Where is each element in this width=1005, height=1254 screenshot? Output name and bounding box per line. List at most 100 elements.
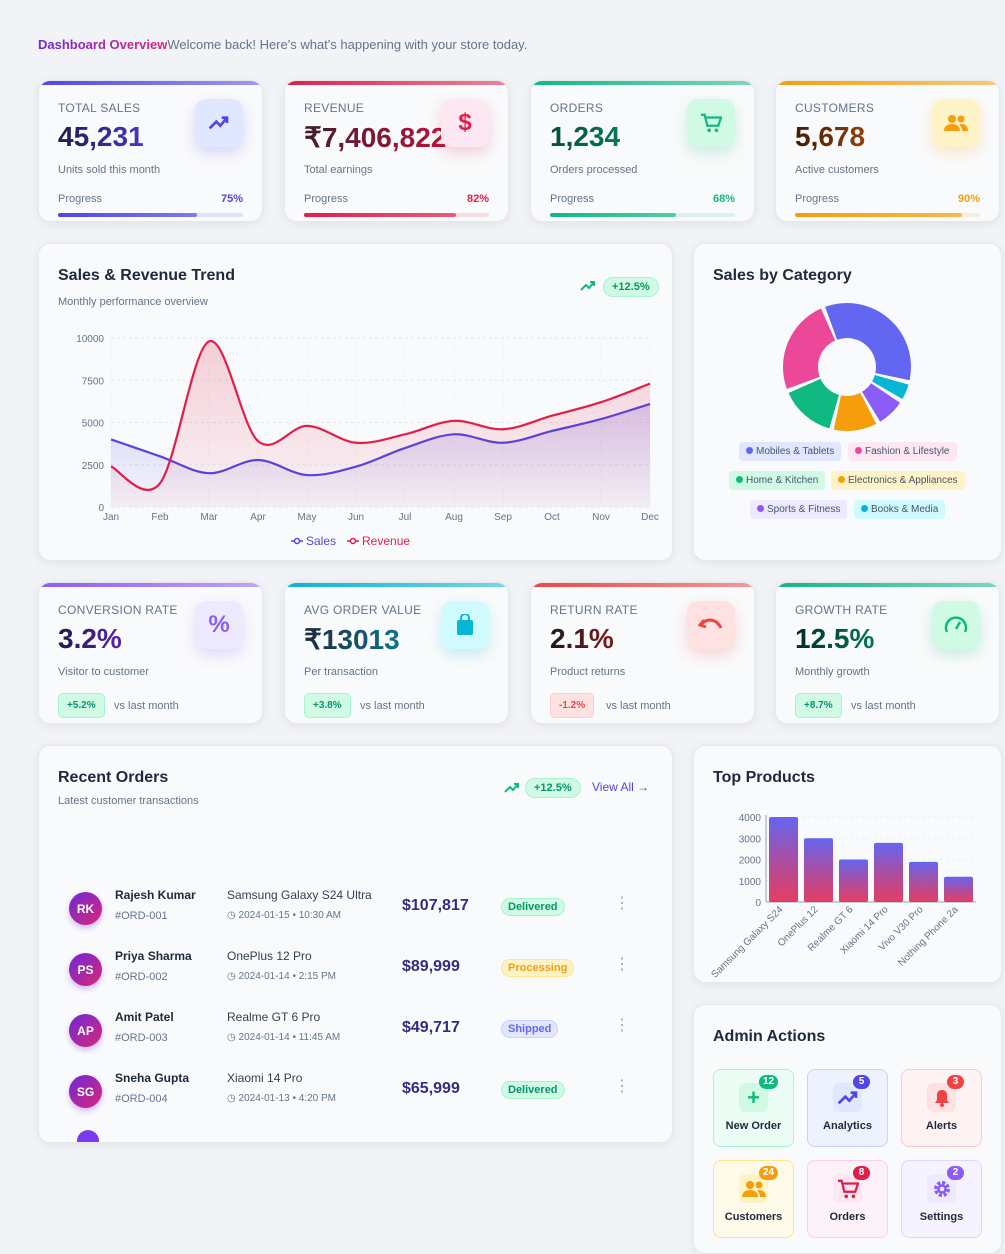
more-options-icon[interactable]: ⋮ <box>614 895 630 912</box>
trending-up-icon <box>504 783 519 793</box>
donut-slice-home-kitchen <box>788 378 840 429</box>
action-label: Settings <box>919 1211 964 1223</box>
bar <box>769 817 798 902</box>
bar <box>874 842 903 902</box>
top-products-card: Top Products 0 1000 2000 3000 4000 Samsung Ga… <box>693 745 1002 983</box>
clock-icon: ◷ <box>227 971 239 982</box>
notification-badge: 24 <box>759 1166 779 1180</box>
x-tick-label: Aug <box>445 512 463 523</box>
admin-action-settings[interactable]: 2 Settings <box>901 1160 982 1238</box>
status-badge: Delivered <box>501 1081 565 1099</box>
progress-label: Progress <box>795 193 840 205</box>
table-row[interactable]: RK Rajesh Kumar #ORD-001 Samsung Galaxy … <box>69 886 649 946</box>
y-tick-label: 5000 <box>82 419 105 430</box>
metric-card-avg-order-value: AVG ORDER VALUE ₹13013 Per transaction +… <box>284 582 509 724</box>
comparison-text: vs last month <box>360 700 425 712</box>
donut-slice-mobiles-tablets <box>825 303 911 381</box>
legend-item: Fashion & Lifestyle <box>848 442 957 461</box>
page-title: Dashboard Overview <box>38 37 168 52</box>
y-tick-label: 2500 <box>82 461 105 472</box>
donut-slice-fashion-lifestyle <box>783 308 836 389</box>
action-label: Alerts <box>925 1120 958 1132</box>
stat-card-total-sales: TOTAL SALES 45,231 Units sold this month… <box>38 80 263 222</box>
legend-label: Sports & Fitness <box>767 504 841 515</box>
bar <box>944 876 973 902</box>
metric-value: 2.1% <box>550 623 614 654</box>
admin-actions-card: Admin Actions + 12 New Order 5 Analytics… <box>693 1004 1002 1254</box>
admin-action-analytics[interactable]: 5 Analytics <box>807 1069 888 1147</box>
action-label: New Order <box>725 1120 782 1132</box>
notification-badge: 8 <box>853 1166 870 1180</box>
legend-label: Electronics & Appliances <box>848 475 958 486</box>
table-row[interactable]: SG Sneha Gupta #ORD-004 Xiaomi 14 Pro ◷ … <box>69 1069 649 1129</box>
progress-value: 75% <box>220 193 243 205</box>
metric-value: ₹13013 <box>304 624 400 655</box>
clock-icon: ◷ <box>227 910 239 921</box>
card-accent-bar <box>285 81 508 85</box>
more-options-icon[interactable]: ⋮ <box>614 956 630 973</box>
donut-slice-books-media <box>872 374 909 399</box>
order-amount: $65,999 <box>402 1080 460 1097</box>
view-all-link[interactable]: View All → <box>592 780 649 794</box>
y-tick-label: 4000 <box>739 813 762 824</box>
customer-name: Rajesh Kumar <box>115 888 196 902</box>
admin-action-customers[interactable]: 24 Customers <box>713 1160 794 1238</box>
action-label: Orders <box>829 1211 866 1223</box>
legend-item: Books & Media <box>854 500 946 519</box>
recent-orders-card: Recent Orders Latest customer transactio… <box>38 745 673 1143</box>
change-badge: -1.2% <box>550 693 595 718</box>
bar <box>839 859 868 902</box>
cart-icon <box>687 99 735 147</box>
metric-value: 3.2% <box>58 623 122 654</box>
percent-icon: % <box>195 601 243 649</box>
notification-badge: 12 <box>759 1075 779 1089</box>
speedometer-icon <box>932 601 980 649</box>
y-tick-label: 3000 <box>739 834 762 845</box>
stat-label: ORDERS <box>550 101 604 115</box>
legend-item: Home & Kitchen <box>729 471 826 490</box>
legend-label: Books & Media <box>871 504 939 515</box>
metric-card-return-rate: RETURN RATE 2.1% Product returns -1.2% v… <box>530 582 755 724</box>
more-options-icon[interactable]: ⋮ <box>614 1078 630 1095</box>
legend-item: Mobiles & Tablets <box>739 442 842 461</box>
legend-label: Mobiles & Tablets <box>756 446 835 457</box>
admin-title: Admin Actions <box>713 1028 826 1045</box>
y-tick-label: 0 <box>755 898 761 909</box>
orders-title: Recent Orders <box>58 769 169 786</box>
donut-chart <box>783 303 911 431</box>
product-name: OnePlus 12 Pro <box>227 949 312 963</box>
y-tick-label: 1000 <box>739 877 762 888</box>
change-badge: +5.2% <box>58 693 105 718</box>
x-tick-label: Nothing Phone 2a <box>896 904 961 969</box>
admin-action-new-order[interactable]: + 12 New Order <box>713 1069 794 1147</box>
card-accent-bar <box>39 81 262 85</box>
order-amount: $107,817 <box>402 897 469 914</box>
metric-label: CONVERSION RATE <box>58 603 178 617</box>
table-row[interactable]: PS Priya Sharma #ORD-002 OnePlus 12 Pro … <box>69 947 649 1007</box>
undo-icon <box>687 601 735 649</box>
more-options-icon[interactable]: ⋮ <box>614 1017 630 1034</box>
progress-bar <box>550 213 735 217</box>
y-tick-label: 2000 <box>739 856 762 867</box>
legend-item: Electronics & Appliances <box>831 471 965 490</box>
order-date: 2024-01-14 • 2:15 PM <box>238 971 336 982</box>
product-name: Realme GT 6 Pro <box>227 1010 321 1024</box>
metric-label: RETURN RATE <box>550 603 638 617</box>
dollar-icon: $ <box>441 99 489 147</box>
revenue-line <box>110 340 651 492</box>
sales-by-category-card: Sales by Category Mobiles & Tablets Fashi… <box>693 243 1002 561</box>
progress-label: Progress <box>550 193 595 205</box>
admin-action-alerts[interactable]: 3 Alerts <box>901 1069 982 1147</box>
customer-name: Priya Sharma <box>115 949 192 963</box>
notification-badge: 2 <box>947 1166 964 1180</box>
table-row[interactable]: AP Amit Patel #ORD-003 Realme GT 6 Pro ◷… <box>69 1008 649 1068</box>
admin-action-orders[interactable]: 8 Orders <box>807 1160 888 1238</box>
order-amount: $89,999 <box>402 958 460 975</box>
orders-badge: +12.5% <box>525 778 581 798</box>
order-amount: $49,717 <box>402 1019 460 1036</box>
stat-subtext: Orders processed <box>550 164 638 176</box>
sales-revenue-trend-card: Sales & Revenue Trend Monthly performanc… <box>38 243 673 561</box>
x-tick-label: Jul <box>399 512 412 523</box>
card-accent-bar <box>776 81 999 85</box>
legend-sales: Sales <box>306 534 336 548</box>
